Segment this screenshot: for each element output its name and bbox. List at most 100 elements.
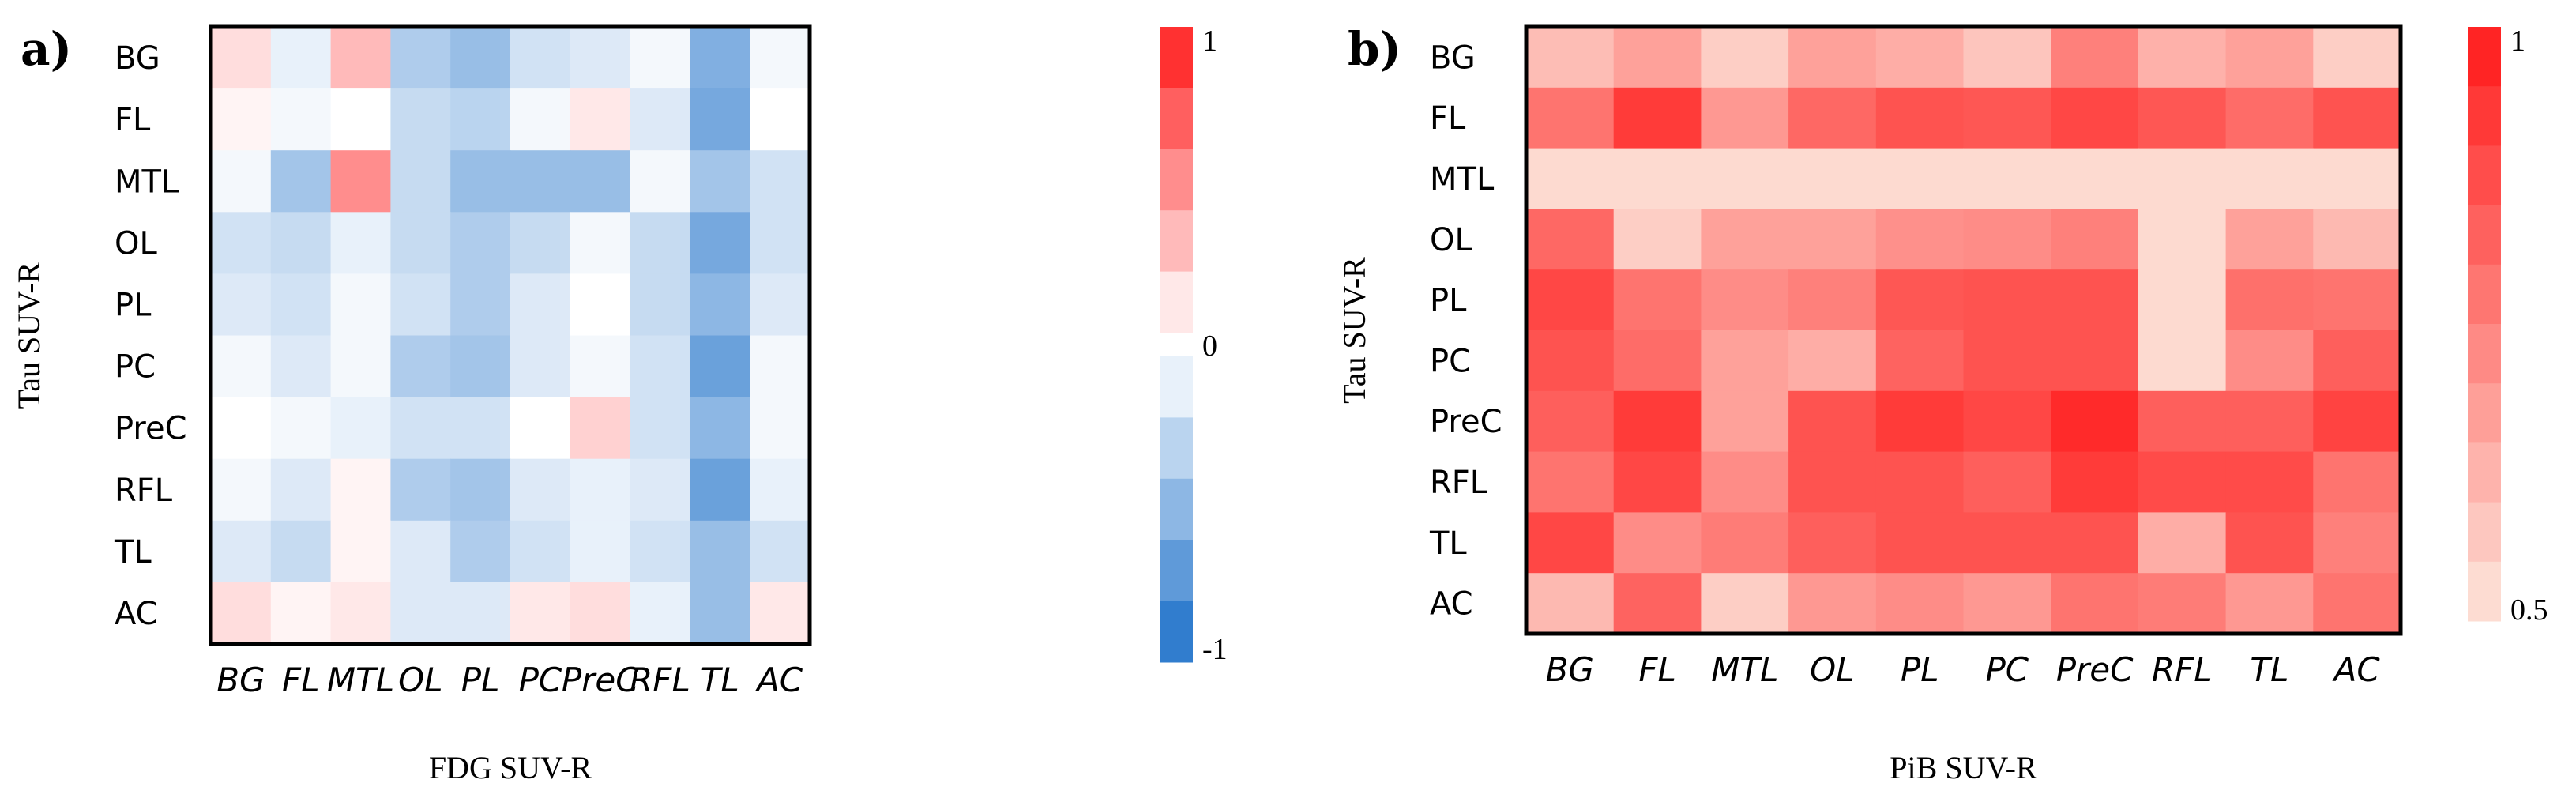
heatmap-cell-MTL-FL [1613, 148, 1702, 209]
heatmap-cell-OL-TL [690, 212, 750, 274]
heatmap-cell-TL-PC [1963, 512, 2051, 574]
heatmap-cell-TL-RFL [2138, 512, 2227, 574]
heatmap-cell-FL-BG [1526, 87, 1615, 149]
heatmap-cell-RFL-RFL [630, 458, 690, 521]
heatmap-cell-PC-FL [270, 335, 332, 398]
heatmap-cell-PreC-RFL [630, 397, 690, 460]
heatmap-cell-PL-OL [390, 273, 451, 337]
heatmap-panel-b: b) BG FL MTL OL PL PC PreC RFL TL AC BG FL MTL OL PL PC P… [1337, 22, 2548, 785]
col-label-PL: PL [1901, 650, 1939, 689]
heatmap-cell-TL-RFL [630, 520, 690, 583]
heatmap-cell-PreC-PreC [570, 397, 631, 460]
heatmap-cell-PreC-AC [2313, 390, 2401, 453]
heatmap-cell-RFL-PC [1963, 451, 2051, 513]
row-label-PreC: PreC [1430, 404, 1502, 440]
heatmap-cell-TL-AC [2313, 512, 2401, 574]
heatmap-cell-BG-TL [690, 27, 750, 89]
heatmap-cell-PC-RFL [630, 335, 690, 398]
heatmap-cell-RFL-PL [1875, 451, 1965, 513]
colorbar-step [1160, 356, 1193, 418]
colorbar-max-label: 1 [1202, 24, 1217, 58]
row-label-RFL: RFL [115, 473, 173, 509]
heatmap-cell-PreC-PL [450, 397, 511, 460]
heatmap-cell-PC-BG [1526, 330, 1615, 392]
heatmap-cell-FL-TL [690, 88, 750, 151]
heatmap-cell-AC-AC [750, 582, 810, 645]
row-label-PL: PL [115, 287, 152, 323]
heatmap-cell-OL-FL [270, 212, 332, 274]
heatmap-cell-OL-OL [1788, 209, 1877, 270]
heatmap-cell-BG-BG [1526, 27, 1615, 88]
heatmap-cell-OL-RFL [2138, 209, 2227, 270]
colorbar-max-label: 1 [2510, 24, 2525, 58]
heatmap-cell-MTL-AC [2313, 148, 2401, 209]
heatmap-cell-RFL-PreC [2051, 451, 2139, 513]
heatmap-cell-MTL-OL [1788, 148, 1877, 209]
heatmap-cell-PreC-FL [1613, 390, 1702, 453]
heatmap-cell-PL-BG [211, 273, 272, 337]
row-label-TL: TL [1429, 525, 1467, 562]
heatmap-cell-PL-MTL [330, 273, 391, 337]
colorbar-step [1160, 27, 1193, 88]
heatmap-cell-PC-FL [1613, 330, 1702, 392]
heatmap-cell-OL-PC [510, 212, 571, 274]
colorbar-step [2468, 205, 2501, 265]
col-label-PreC: PreC [562, 661, 639, 699]
colorbar-step [1160, 149, 1193, 211]
row-label-PC: PC [1430, 343, 1471, 379]
row-label-PC: PC [115, 349, 156, 386]
panel-letter: b) [1348, 22, 1401, 76]
heatmap-cell-OL-MTL [330, 212, 391, 274]
heatmap-cell-AC-BG [211, 582, 272, 645]
heatmap-cell-PC-RFL [2138, 330, 2227, 392]
heatmap-cell-FL-MTL [1701, 87, 1789, 149]
col-label-TL: TL [2250, 650, 2288, 689]
row-label-OL: OL [1430, 222, 1472, 258]
heatmap-cell-RFL-PL [450, 458, 511, 521]
heatmap-cell-OL-PL [450, 212, 511, 274]
heatmap-cell-BG-TL [2225, 27, 2314, 88]
heatmap-cell-TL-BG [1526, 512, 1615, 574]
col-label-PC: PC [519, 661, 562, 699]
heatmap-cell-AC-PL [450, 582, 511, 645]
heatmap-cell-BG-PC [510, 27, 571, 89]
heatmap-cell-PreC-AC [750, 397, 810, 460]
col-label-PC: PC [1985, 650, 2029, 689]
heatmap-cell-PreC-BG [1526, 390, 1615, 453]
col-label-OL: OL [1810, 650, 1854, 689]
heatmap-cell-PL-TL [2225, 269, 2314, 331]
row-label-MTL: MTL [1430, 161, 1495, 198]
heatmap-cell-MTL-BG [211, 150, 272, 213]
heatmap-cell-TL-TL [690, 520, 750, 583]
heatmap-frame [1524, 24, 2403, 636]
heatmap-cell-TL-FL [270, 520, 332, 583]
heatmap-cell-RFL-FL [270, 458, 332, 521]
heatmap-cell-FL-FL [270, 88, 332, 151]
heatmap-cell-MTL-RFL [2138, 148, 2227, 209]
heatmap-cell-BG-OL [390, 27, 451, 89]
col-label-AC: AC [2332, 650, 2381, 689]
heatmap-cell-PreC-PreC [2051, 390, 2139, 453]
heatmap-cell-PC-PC [1963, 330, 2051, 392]
colorbar-step [1160, 601, 1193, 663]
heatmap-cell-PC-OL [390, 335, 451, 398]
heatmap-cell-TL-FL [1613, 512, 1702, 574]
heatmap-cell-MTL-MTL [1701, 148, 1789, 209]
heatmap-cell-BG-PL [1875, 27, 1965, 88]
heatmap-cell-RFL-RFL [2138, 451, 2227, 513]
heatmap-cell-FL-PC [510, 88, 571, 151]
heatmap-cell-MTL-BG [1526, 148, 1615, 209]
row-label-FL: FL [115, 102, 151, 138]
heatmap-cell-AC-BG [1526, 573, 1615, 634]
heatmap-cell-PC-PC [510, 335, 571, 398]
panel-letter: a) [21, 22, 72, 76]
heatmap-cell-MTL-TL [690, 150, 750, 213]
row-label-PL: PL [1430, 283, 1467, 319]
heatmap-cell-BG-MTL [330, 27, 391, 89]
y-axis-title: Tau SUV-R [1337, 257, 1372, 404]
heatmap-cell-MTL-PC [510, 150, 571, 213]
heatmap-cell-PC-PreC [2051, 330, 2139, 392]
col-label-BG: BG [216, 661, 265, 699]
colorbar-min-label: 0.5 [2510, 593, 2548, 627]
